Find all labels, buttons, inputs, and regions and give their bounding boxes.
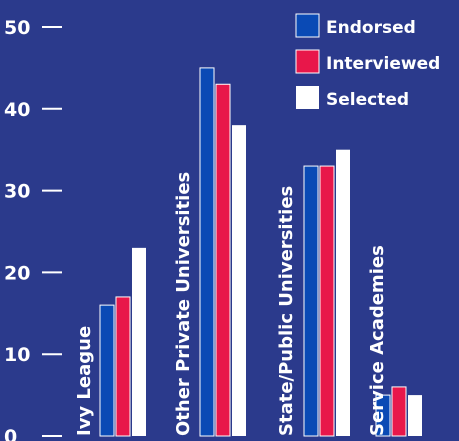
legend: Endorsed Interviewed Selected: [295, 13, 440, 110]
bar-interviewed-0: [115, 296, 131, 437]
bar-endorsed-3: [375, 394, 391, 437]
bar-selected-0: [132, 247, 146, 436]
y-tick-label: 40: [4, 99, 30, 121]
y-tick-label: 30: [4, 181, 30, 203]
bar-endorsed-1: [199, 67, 215, 437]
legend-label-interviewed: Interviewed: [326, 54, 440, 74]
y-tick-label: 10: [4, 344, 30, 366]
y-tick-label: 50: [4, 17, 30, 39]
y-tick-label: 20: [4, 262, 30, 284]
bar-endorsed-0: [99, 304, 115, 437]
bar-selected-2: [336, 149, 350, 436]
bars: [99, 67, 422, 437]
bar-interviewed-2: [319, 165, 335, 437]
category-label: Service Academies: [367, 245, 388, 436]
legend-swatch-interviewed: [295, 49, 320, 74]
legend-swatch-endorsed: [295, 13, 320, 38]
y-axis: 0 10 20 30 40 50: [4, 17, 62, 441]
bar-selected-1: [232, 125, 246, 436]
y-tick-label: 0: [4, 426, 17, 441]
category-label: State/Public Universities: [276, 186, 297, 436]
legend-label-endorsed: Endorsed: [326, 18, 416, 38]
bar-endorsed-2: [303, 165, 319, 437]
legend-swatch-selected: [296, 86, 319, 109]
category-labels: Ivy League Other Private Universities Stat…: [74, 172, 388, 436]
legend-label-selected: Selected: [326, 90, 409, 110]
bar-interviewed-1: [215, 83, 231, 437]
bar-interviewed-3: [391, 386, 407, 437]
bar-selected-3: [408, 395, 422, 436]
category-label: Other Private Universities: [173, 172, 194, 436]
category-label: Ivy League: [74, 326, 95, 436]
